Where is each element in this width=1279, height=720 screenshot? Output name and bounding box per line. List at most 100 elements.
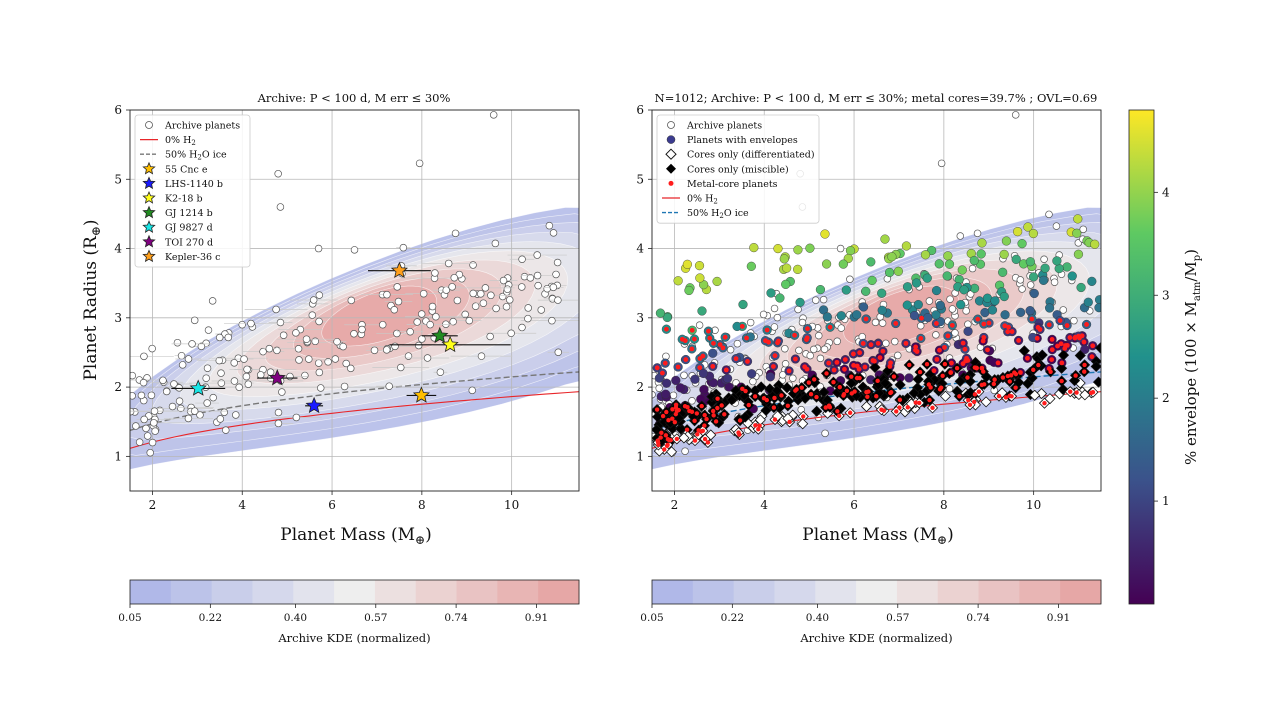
metal-core-point [980, 338, 986, 344]
archive-planet-point [1059, 306, 1067, 314]
metal-core-point [1082, 362, 1087, 368]
envelope-planet-point [1067, 271, 1077, 281]
archive-planet-point [518, 283, 526, 291]
colorbar-segment [896, 580, 939, 604]
metal-core-point [722, 334, 728, 340]
archive-planet-point [315, 291, 324, 299]
metal-core-point [991, 381, 997, 387]
metal-core-point [995, 360, 1001, 366]
archive-planet-point [533, 271, 542, 280]
envelope-planet-point [697, 306, 707, 316]
highlight-planet-star [305, 396, 323, 414]
core-miscible-point [652, 411, 664, 423]
metal-core-point [794, 387, 799, 392]
archive-planet-point [342, 359, 350, 368]
envelope-planet-point [944, 259, 955, 269]
archive-planet-point [469, 289, 477, 298]
archive-planet-point [190, 316, 199, 325]
metal-core-point [772, 417, 778, 422]
archive-planet-point [175, 397, 184, 405]
core-miscible-point [980, 371, 993, 383]
envelope-planet-point [1052, 256, 1062, 266]
core-miscible-point [1074, 349, 1086, 362]
core-miscible-point [954, 375, 966, 387]
metal-core-point [660, 370, 665, 376]
archive-planet-point [274, 419, 283, 428]
metal-core-point [1006, 324, 1011, 330]
archive-planet-point [812, 296, 820, 304]
metal-core-point [962, 346, 968, 352]
archive-planet-point [781, 344, 789, 353]
envelope-planet-point [911, 278, 922, 288]
archive-planet-point [507, 329, 515, 338]
metal-core-point [665, 437, 671, 442]
archive-planet-point [486, 332, 494, 341]
colorbar-segment [937, 580, 980, 604]
archive-planet-point [453, 296, 462, 305]
archive-planet-point [518, 323, 526, 332]
x-tick-label: 10 [504, 498, 519, 512]
archive-planet-point [217, 369, 225, 377]
envelope-planet-point [708, 348, 718, 358]
archive-planet-point [276, 318, 285, 327]
metal-core-point [879, 407, 884, 412]
right-plot-frame [651, 109, 1102, 492]
archive-planet-point [184, 414, 193, 423]
core-miscible-point [912, 373, 924, 385]
archive-planet-point [894, 351, 902, 360]
core-miscible-point [675, 423, 687, 435]
envelope-planet-point [987, 305, 998, 315]
metal-core-point [793, 356, 798, 362]
archive-planet-point [505, 296, 514, 304]
core-miscible-point [818, 386, 830, 398]
colorbar-segment [538, 580, 580, 604]
metal-core-point [674, 436, 680, 442]
metal-core-point [658, 435, 663, 440]
core-miscible-point [771, 385, 783, 397]
core-differentiated-point [860, 401, 873, 413]
colorbar-segment [334, 580, 376, 604]
metal-core-point [834, 359, 840, 365]
archive-planet-point [956, 232, 965, 240]
archive-planet-point [554, 296, 562, 304]
archive-planet-point [230, 359, 238, 367]
metal-core-point [689, 409, 695, 415]
metal-core-point [880, 348, 886, 354]
legend-marker-archive [145, 121, 153, 129]
archive-planet-point [177, 351, 186, 360]
metal-core-point [937, 347, 942, 353]
legend-box [656, 114, 820, 224]
core-miscible-point [1018, 345, 1030, 357]
archive-planet-point [220, 408, 229, 416]
metal-core-point [842, 357, 848, 363]
archive-planet-point [836, 244, 845, 253]
legend-box [134, 114, 251, 268]
archive-planet-point [816, 354, 825, 363]
core-miscible-point [726, 394, 738, 406]
highlight-planet-star [441, 335, 459, 353]
archive-planet-point [130, 407, 135, 416]
metal-core-point [1049, 357, 1055, 362]
archive-planet-point [469, 261, 477, 269]
metal-core-point [692, 336, 697, 342]
archive-planet-point [385, 382, 393, 390]
legend-label: Kepler-36 c [165, 252, 220, 263]
archive-planet-point [382, 346, 391, 354]
archive-planet-point [404, 352, 413, 360]
core-miscible-point [894, 379, 906, 391]
metal-core-point [692, 418, 697, 423]
archive-planet-point [378, 320, 387, 329]
metal-core-point [831, 380, 836, 385]
metal-core-point [710, 408, 716, 414]
metal-core-point [842, 366, 847, 372]
archive-planet-point [481, 284, 490, 292]
core-miscible-point [1036, 349, 1048, 361]
metal-core-point [696, 428, 701, 433]
metal-core-point [949, 322, 955, 328]
archive-planet-point [315, 368, 324, 377]
core-miscible-point [760, 404, 772, 416]
core-miscible-point [1056, 362, 1068, 374]
archive-planet-point [238, 320, 246, 329]
metal-core-point [717, 342, 723, 348]
